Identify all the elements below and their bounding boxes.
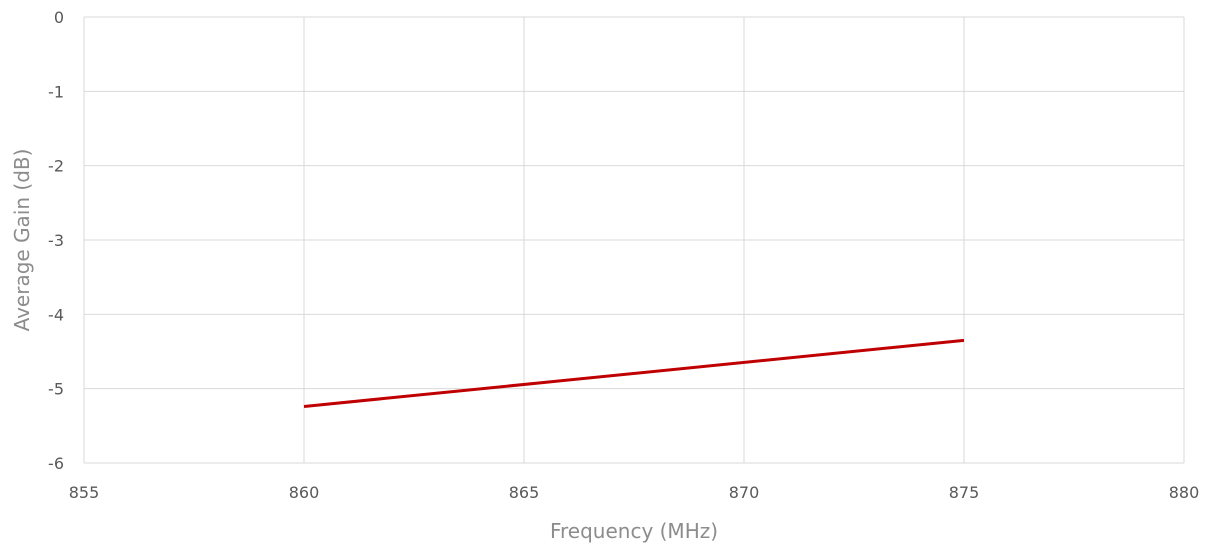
y-tick-label: -5 [48,380,64,399]
y-tick-label: -6 [48,454,64,473]
x-tick-label: 860 [289,483,320,502]
y-tick-label: 0 [54,8,64,27]
x-tick-label: 855 [69,483,100,502]
x-tick-label: 880 [1169,483,1200,502]
y-tick-label: -4 [48,305,64,324]
series-line [303,338,965,408]
series [303,338,965,408]
tick-labels: 855 860 865 870 875 880 0 -1 -2 -3 -4 -5 -6 [48,8,1199,502]
y-tick-label: -1 [48,82,64,101]
gridlines [83,16,1185,464]
x-tick-label: 875 [949,483,980,502]
x-axis-title: Frequency (MHz) [550,519,718,543]
y-tick-label: -2 [48,157,64,176]
x-tick-label: 865 [509,483,540,502]
y-tick-label: -3 [48,231,64,250]
y-axis-title: Average Gain (dB) [10,149,34,332]
x-tick-label: 870 [729,483,760,502]
